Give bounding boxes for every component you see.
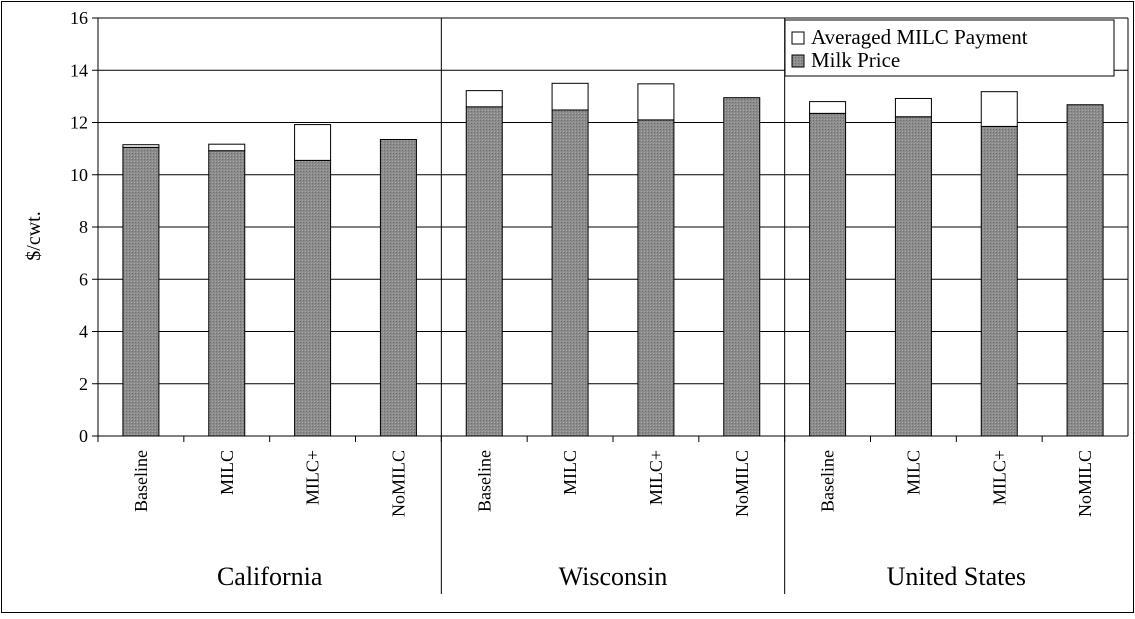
legend-label: Averaged MILC Payment (811, 25, 1028, 49)
bar-milk-price (465, 106, 503, 437)
bar-milc-payment (809, 101, 847, 114)
bar-milc-payment (637, 83, 675, 121)
x-category-label: Baseline (474, 450, 494, 512)
bar-milk-price (379, 138, 417, 437)
y-tick-label: 8 (79, 217, 88, 237)
group-label: Wisconsin (559, 562, 668, 591)
bar-milk-price (122, 146, 160, 437)
bar-milk-price (208, 150, 246, 437)
group-label: California (217, 562, 323, 591)
x-category-label: NoMILC (1075, 450, 1095, 517)
group-label: United States (887, 562, 1026, 591)
x-category-label: NoMILC (732, 450, 752, 517)
bar-milk-price (637, 119, 675, 437)
bar-milc-payment (980, 91, 1018, 127)
y-tick-label: 2 (79, 374, 88, 394)
x-category-label: MILC+ (646, 450, 666, 505)
bar-milk-price (551, 109, 589, 437)
bar-milk-price (980, 125, 1018, 437)
x-category-label: MILC+ (989, 450, 1009, 505)
bar-milc-payment (465, 90, 503, 108)
gridlines (98, 17, 1128, 385)
bar-milc-payment (294, 124, 332, 161)
y-tick-label: 12 (70, 113, 88, 133)
y-tick-label: 6 (79, 269, 88, 289)
legend-swatch (791, 31, 805, 45)
y-tick-label: 14 (70, 60, 88, 80)
bar-milk-price (294, 159, 332, 437)
bar-milc-payment (208, 143, 246, 152)
x-category-label: Baseline (818, 450, 838, 512)
bar-milc-payment (122, 144, 160, 148)
x-category-label: MILC+ (303, 450, 323, 505)
y-tick-label: 16 (70, 8, 88, 28)
bar-milc-payment (551, 82, 589, 111)
x-category-label: MILC (217, 450, 237, 495)
y-axis-title: $/cwt. (23, 211, 45, 260)
bar-milk-price (894, 116, 932, 437)
x-category-label: MILC (903, 450, 923, 495)
bar-milk-price (723, 97, 761, 437)
x-category-label: MILC (560, 450, 580, 495)
bar-milk-price (809, 112, 847, 437)
axis-labels: 0 2 4 6 8 10 12 14 16 Baseline MILC MILC+ NoMILC Base… (70, 8, 1095, 591)
axes (92, 17, 1129, 594)
bar-milc-payment (894, 97, 932, 118)
y-tick-label: 4 (79, 322, 88, 342)
x-category-label: Baseline (131, 450, 151, 512)
y-tick-label: 0 (79, 426, 88, 446)
y-tick-label: 10 (70, 165, 88, 185)
x-category-label: NoMILC (388, 450, 408, 517)
bars (122, 82, 1104, 437)
bar-milk-price (1066, 104, 1104, 437)
legend-box (784, 19, 1115, 77)
legend-label: Milk Price (811, 48, 900, 72)
legend-swatch (791, 54, 805, 68)
